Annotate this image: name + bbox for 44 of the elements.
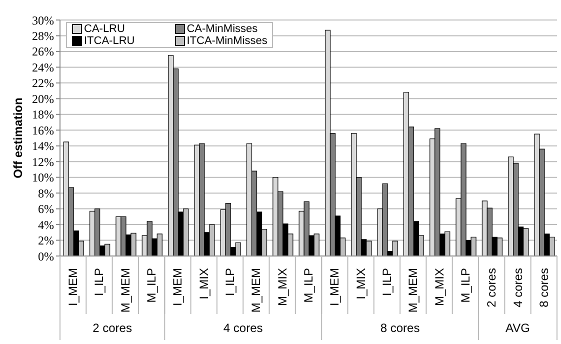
text: 2 cores <box>92 321 132 335</box>
x-tick-label: I_MEM <box>170 268 185 306</box>
legend-label: CA-MinMisses <box>186 23 259 35</box>
x-tick-label: 8 cores <box>536 268 551 308</box>
y-axis-title: Off estimation <box>11 98 25 178</box>
x-tick-label: M_MEM <box>249 268 264 313</box>
x-tick-label: I_ILP <box>380 268 394 296</box>
x-tick-label: M_ILP <box>302 268 316 303</box>
legend-label: ITCA-LRU <box>83 35 135 47</box>
y-tick-label: 8% <box>38 186 54 200</box>
text: 4 cores <box>223 321 263 335</box>
y-tick-label: 2% <box>38 234 54 248</box>
x-tick-label: I_MEM <box>66 268 80 306</box>
y-tick-label: 10% <box>32 170 54 185</box>
x-tick-label: M_MEM <box>118 268 132 313</box>
text: AVG <box>506 321 530 335</box>
x-tick-label: 4 cores <box>510 268 525 308</box>
y-tick-label: 28% <box>32 28 54 43</box>
y-tick-label: 18% <box>32 108 54 122</box>
y-tick-label: 20% <box>32 92 54 106</box>
x-tick-label: I_ILP <box>92 268 106 296</box>
x-tick-label: M_MIX <box>275 268 290 306</box>
y-tick-label: 0% <box>38 249 54 264</box>
x-tick-label: I_MIX <box>196 268 211 300</box>
y-tick-label: 26% <box>32 44 54 59</box>
y-tick-label: 6% <box>38 202 54 216</box>
text: 8 cores <box>380 321 420 335</box>
x-tick-label: I_MEM <box>328 268 342 306</box>
y-tick-label: 4% <box>38 218 54 232</box>
y-tick-label: 22% <box>32 76 54 90</box>
y-tick-label: 14% <box>32 139 54 154</box>
x-tick-label: M_ILP <box>458 268 472 303</box>
x-tick-label: M_MEM <box>406 268 420 313</box>
x-tick-label: I_ILP <box>223 268 238 296</box>
legend-label: CA-LRU <box>83 23 126 35</box>
legend-label: ITCA-MinMisses <box>186 35 268 47</box>
y-tick-label: 30% <box>32 13 54 28</box>
x-tick-label: 2 cores <box>484 268 499 308</box>
x-tick-label: M_MIX <box>432 268 446 306</box>
y-tick-label: 16% <box>32 123 54 138</box>
y-tick-label: 12% <box>32 154 54 169</box>
y-tick-label: 24% <box>32 60 54 74</box>
x-tick-label: M_ILP <box>144 268 159 303</box>
x-tick-label: I_MIX <box>354 268 368 300</box>
